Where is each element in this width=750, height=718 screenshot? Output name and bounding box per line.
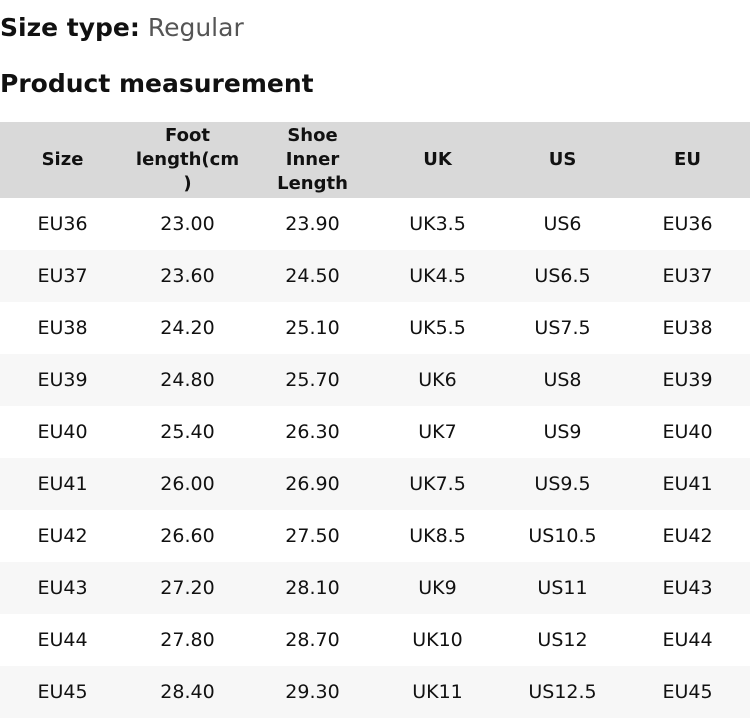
table-cell: US9 [543,421,582,443]
table-cell: EU40 [37,421,88,443]
table-cell: EU45 [0,666,125,718]
size-type-label: Size type: [0,13,140,42]
table-cell: EU43 [0,562,125,614]
table-cell: EU41 [0,458,125,510]
table-cell: 27.20 [125,562,250,614]
table-row: EU43 27.20 28.10 UK9 US11 EU43 [0,562,750,614]
table-cell: EU36 [37,213,88,235]
table-cell: EU40 [662,421,713,443]
table-cell: UK10 [412,629,463,651]
table-row: EU42 26.60 27.50 UK8.5 US10.5 EU42 [0,510,750,562]
table-cell: EU44 [37,629,88,651]
table-cell: 29.30 [250,666,375,718]
table-cell: EU37 [625,250,750,302]
table-cell: 28.40 [125,666,250,718]
table-cell: US9.5 [500,458,625,510]
table-cell: UK7.5 [375,458,500,510]
table-cell: US12.5 [500,666,625,718]
table-cell: EU45 [625,666,750,718]
table-cell: 26.30 [285,421,340,443]
table-cell: EU41 [625,458,750,510]
table-header-row: Size Foot length(cm) Shoe Inner Length UK US… [0,122,750,198]
table-cell: UK9 [375,562,500,614]
table-cell: 24.50 [250,250,375,302]
size-chart-table: Size Foot length(cm) Shoe Inner Length UK US… [0,122,750,718]
section-title: Product measurement [0,69,314,98]
table-cell: EU39 [0,354,125,406]
table-cell: EU36 [662,213,713,235]
column-header: Size [0,122,125,198]
size-type-value: Regular [147,13,244,42]
table-cell: 25.70 [250,354,375,406]
table-cell: EU42 [37,525,88,547]
table-row: EU38 24.20 25.10 UK5.5 US7.5 EU38 [0,302,750,354]
table-cell: EU37 [0,250,125,302]
table-cell: 24.20 [160,317,215,339]
table-cell: EU42 [662,525,713,547]
table-cell: EU43 [625,562,750,614]
table-cell: UK6 [375,354,500,406]
table-cell: 26.60 [160,525,215,547]
table-cell: 25.10 [285,317,340,339]
table-cell: 27.80 [160,629,215,651]
table-cell: US7.5 [534,317,591,339]
size-type: Size type: Regular [0,10,244,46]
table-cell: 27.50 [285,525,340,547]
column-header: US [500,122,625,198]
table-row: EU41 26.00 26.90 UK7.5 US9.5 EU41 [0,458,750,510]
table-cell: EU44 [662,629,713,651]
table-cell: UK5.5 [409,317,466,339]
table-cell: EU38 [662,317,713,339]
table-cell: UK11 [375,666,500,718]
table-cell: US6.5 [500,250,625,302]
table-cell: 24.80 [125,354,250,406]
table-row: EU45 28.40 29.30 UK11 US12.5 EU45 [0,666,750,718]
table-cell: 26.00 [125,458,250,510]
table-cell: US10.5 [528,525,597,547]
table-cell: 26.90 [250,458,375,510]
table-cell: US8 [500,354,625,406]
table-row: EU39 24.80 25.70 UK6 US8 EU39 [0,354,750,406]
table-cell: 23.90 [285,213,340,235]
column-header: Shoe Inner Length [250,122,375,198]
table-row: EU40 25.40 26.30 UK7 US9 EU40 [0,406,750,458]
table-cell: US6 [543,213,582,235]
table-cell: US12 [537,629,588,651]
table-cell: UK8.5 [409,525,466,547]
table-cell: UK7 [418,421,457,443]
table-cell: EU38 [37,317,88,339]
table-cell: US11 [500,562,625,614]
table-row: EU44 27.80 28.70 UK10 US12 EU44 [0,614,750,666]
column-header: Foot length(cm) [125,122,250,198]
table-cell: EU39 [625,354,750,406]
table-row: EU36 23.00 23.90 UK3.5 US6 EU36 [0,198,750,250]
table-cell: 28.70 [285,629,340,651]
table-row: EU37 23.60 24.50 UK4.5 US6.5 EU37 [0,250,750,302]
table-cell: 23.60 [125,250,250,302]
table-cell: UK4.5 [375,250,500,302]
column-header: EU [625,122,750,198]
table-cell: 25.40 [160,421,215,443]
table-cell: UK3.5 [409,213,466,235]
column-header: UK [375,122,500,198]
table-cell: 23.00 [160,213,215,235]
table-cell: 28.10 [250,562,375,614]
